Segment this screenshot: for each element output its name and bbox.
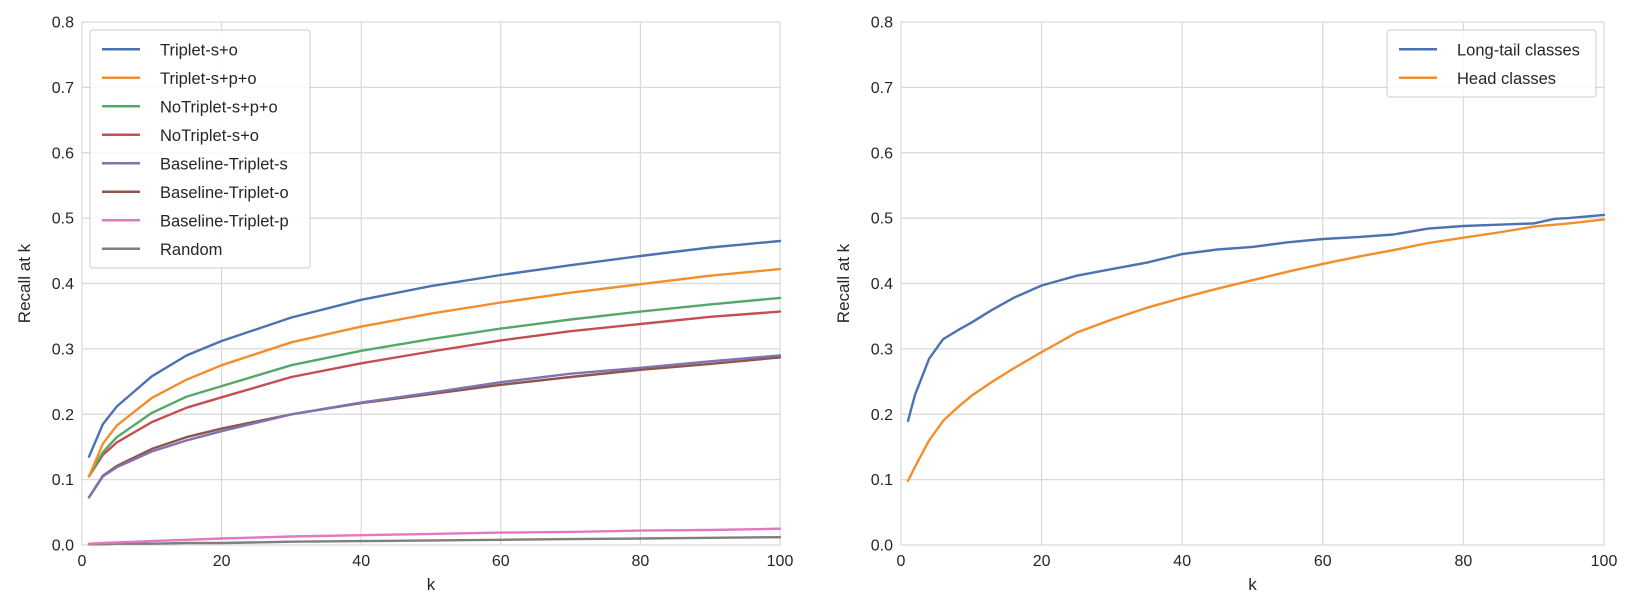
x-tick-label: 80: [632, 553, 650, 570]
x-tick-label: 20: [1033, 553, 1051, 570]
x-tick-label: 40: [1173, 553, 1191, 570]
series-line-1: [906, 218, 1606, 483]
y-tick-label: 0.6: [52, 145, 74, 162]
x-tick-label: 80: [1455, 553, 1473, 570]
y-axis-label: Recall at k: [15, 243, 34, 323]
y-tick-label: 0.4: [52, 276, 74, 293]
legend: Long-tail classes Head classes: [1386, 29, 1597, 98]
y-axis-label: Recall at k: [834, 243, 853, 323]
chart-right: 0.0 0.1 0.2 0.3 0.4 0.5 0.6 0.7 0.8 0 20 40 60 80 100 k…: [834, 15, 1617, 595]
chart-left: 0.0 0.1 0.2 0.3 0.4 0.5 0.6 0.7 0.8 0 20 40 60 80 100 k…: [15, 15, 793, 595]
legend-label: Baseline-Triplet-p: [160, 212, 289, 230]
x-tick-label: 20: [213, 553, 231, 570]
x-tick-label: 100: [1591, 553, 1618, 570]
legend-label: NoTriplet-s+p+o: [160, 98, 278, 116]
y-tick-label: 0.3: [871, 341, 893, 358]
y-tick-label: 0.2: [52, 407, 74, 424]
legend-label: Triplet-s+o: [160, 41, 238, 59]
legend-label: Head classes: [1457, 70, 1556, 88]
gridlines: [81, 21, 781, 546]
y-tick-label: 0.7: [871, 80, 893, 97]
legend-box: [89, 29, 311, 269]
y-tick-label: 0.1: [871, 472, 893, 489]
y-tick-label: 0.4: [871, 276, 893, 293]
legend: Triplet-s+o Triplet-s+p+o NoTriplet-s+p+o N…: [89, 29, 311, 269]
series-line-0: [906, 213, 1606, 422]
series-line-6: [87, 527, 782, 545]
x-axis-label: k: [427, 575, 436, 594]
legend-box: [1386, 29, 1597, 98]
legend-label: Random: [160, 241, 222, 259]
series-line-7: [87, 536, 782, 546]
series-line-2: [87, 296, 782, 478]
x-tick-label: 60: [492, 553, 510, 570]
legend-label: NoTriplet-s+o: [160, 127, 259, 145]
y-tick-label: 0.2: [871, 407, 893, 424]
legend-label: Baseline-Triplet-s: [160, 155, 288, 173]
series-line-4: [87, 354, 782, 499]
y-tick-label: 0.0: [52, 538, 74, 555]
series-line-3: [87, 310, 782, 478]
legend-label: Long-tail classes: [1457, 41, 1580, 59]
y-tick-label: 0.5: [52, 211, 74, 228]
y-tick-label: 0.5: [871, 211, 893, 228]
x-axis-label: k: [1248, 575, 1257, 594]
x-tick-label: 100: [767, 553, 794, 570]
x-tick-label: 60: [1314, 553, 1332, 570]
y-tick-label: 0.3: [52, 341, 74, 358]
y-tick-label: 0.6: [871, 145, 893, 162]
x-tick-label: 0: [897, 553, 906, 570]
series-line-1: [87, 267, 782, 478]
y-tick-label: 0.0: [871, 538, 893, 555]
y-tick-label: 0.7: [52, 80, 74, 97]
series-lines: [906, 213, 1606, 483]
legend-label: Baseline-Triplet-o: [160, 184, 289, 202]
y-tick-label: 0.1: [52, 472, 74, 489]
series-line-0: [87, 239, 782, 458]
x-tick-label: 0: [78, 553, 87, 570]
legend-label: Triplet-s+p+o: [160, 70, 257, 88]
x-tick-label: 40: [352, 553, 370, 570]
y-tick-label: 0.8: [871, 15, 893, 32]
series-lines: [87, 239, 782, 546]
y-tick-label: 0.8: [52, 15, 74, 32]
